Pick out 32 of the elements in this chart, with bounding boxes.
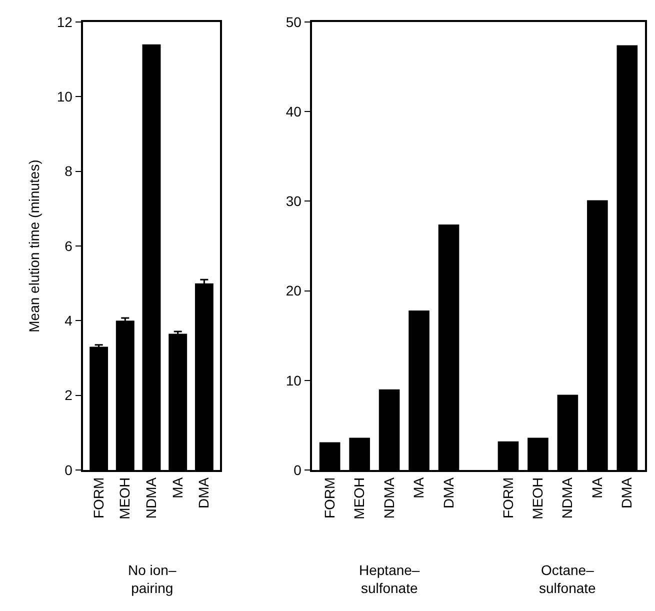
x-tick-label: DMA [440,476,456,508]
x-tick-label: MEOH [351,477,368,520]
y-tick-label: 30 [286,193,302,210]
y-tick-label: 2 [64,387,73,404]
text: Octane– sulfonate [539,562,596,596]
text: No ion– pairing [128,562,176,596]
y-tick-label: 10 [56,88,73,105]
x-tick-label: NDMA [380,476,397,519]
x-tick-label: FORM [321,477,338,519]
y-tick-label: 0 [294,462,302,478]
y-tick-label: 12 [56,14,73,30]
x-tick-label: FORM [90,477,106,519]
x-tick-label: DMA [618,476,635,508]
y-tick-label: 0 [64,462,73,478]
text: Heptane– sulfonate [359,562,420,596]
x-tick-label: MEOH [530,477,546,520]
x-tick-label: FORM [500,477,516,519]
x-tick-label: MA [169,476,186,498]
x-tick-label: NDMA [143,476,160,519]
x-tick-label: NDMA [559,476,576,519]
y-tick-label: 20 [286,282,302,299]
y-tick-label: 4 [64,312,73,329]
x-tick-label: DMA [196,476,212,508]
x-tick-label: MA [410,476,427,498]
x-tick-label: MA [588,476,605,498]
x-tick-label: MEOH [116,477,133,520]
y-tick-label: 8 [64,163,73,180]
y-tick-label: 40 [286,104,302,120]
y-tick-label: 10 [286,372,302,388]
y-axis-title: Mean elution time (minutes) [26,160,42,332]
y-tick-label: 50 [286,14,302,30]
y-tick-label: 6 [64,238,73,254]
